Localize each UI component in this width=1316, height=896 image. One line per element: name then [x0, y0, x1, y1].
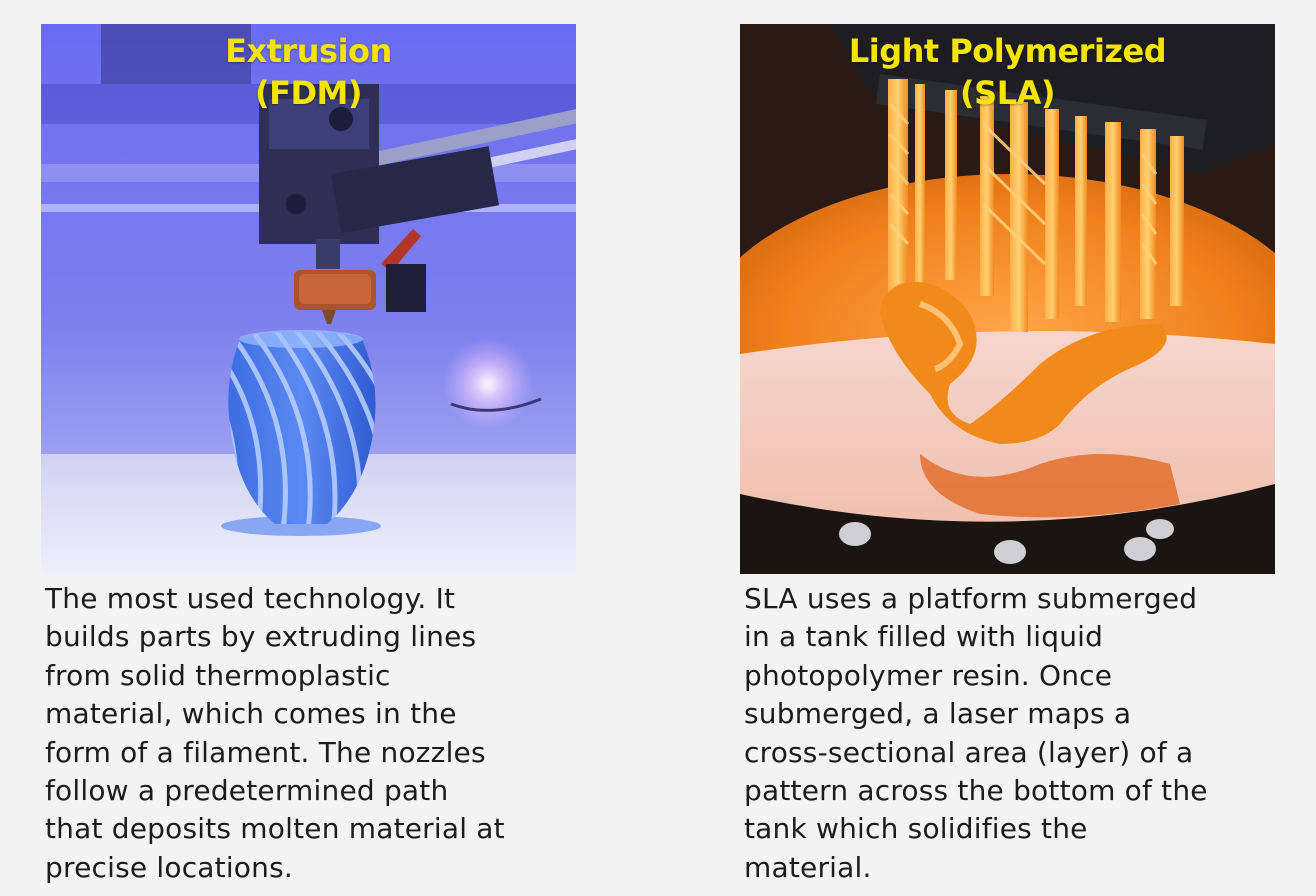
sla-card: Light Polymerized (SLA) SLA uses a platf…	[740, 24, 1275, 887]
fdm-title-line-1: Extrusion	[225, 32, 392, 70]
sla-description-line: material.	[744, 850, 872, 884]
sla-printer-illustration	[740, 24, 1275, 574]
fdm-printer-photo: Extrusion (FDM)	[41, 24, 576, 574]
fdm-description-line: The most used technology. It	[45, 582, 456, 615]
sla-title-line-1: Light Polymerized	[848, 32, 1167, 70]
fdm-title-line-2: (FDM)	[254, 74, 363, 112]
fdm-card: Extrusion (FDM) The most used technology…	[41, 24, 576, 887]
fdm-description-line: builds parts by extruding lines	[45, 620, 477, 654]
sla-description-line: cross-sectional area (layer) of a	[744, 735, 1194, 769]
sla-description-line: pattern across the bottom of the	[744, 774, 1208, 808]
sla-description-line: SLA uses a platform submerged	[744, 582, 1198, 615]
fdm-description-line: that deposits molten material at	[45, 812, 505, 846]
fdm-description-line: follow a predetermined path	[45, 774, 449, 808]
fdm-description-line: material, which comes in the	[45, 697, 457, 731]
fdm-description-line: form of a filament. The nozzles	[45, 735, 486, 769]
sla-printer-photo: Light Polymerized (SLA)	[740, 24, 1275, 574]
fdm-title: Extrusion (FDM)	[41, 30, 576, 114]
sla-title-line-2: (SLA)	[960, 74, 1055, 112]
fdm-description: The most used technology. It builds part…	[45, 580, 575, 887]
sla-description-line: photopolymer resin. Once	[744, 658, 1113, 692]
sla-description: SLA uses a platform submerged in a tank …	[744, 580, 1274, 887]
fdm-printer-illustration	[41, 24, 576, 574]
sla-description-line: submerged, a laser maps a	[744, 697, 1132, 731]
sla-title: Light Polymerized (SLA)	[740, 30, 1275, 114]
sla-description-line: in a tank filled with liquid	[744, 620, 1104, 654]
fdm-description-line: precise locations.	[45, 850, 293, 884]
sla-description-line: tank which solidifies the	[744, 812, 1088, 846]
fdm-description-line: from solid thermoplastic	[45, 658, 391, 692]
